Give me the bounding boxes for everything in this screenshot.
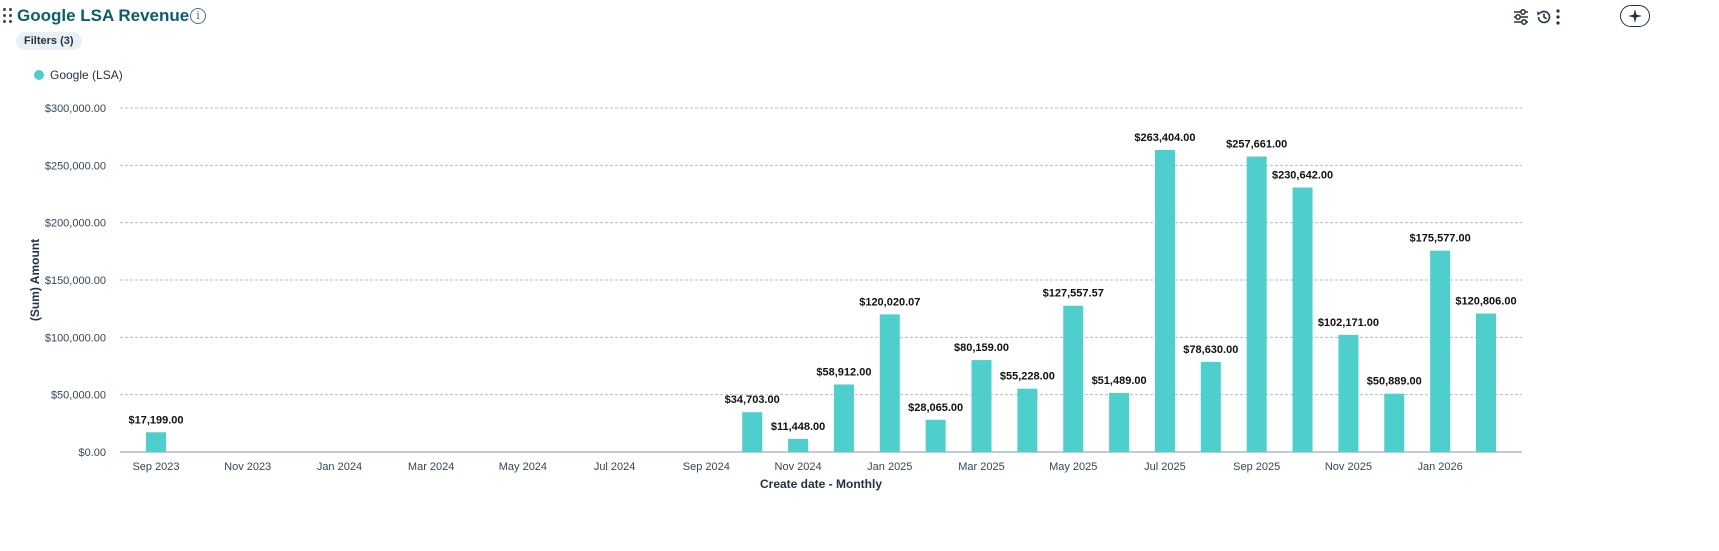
data-label: $50,889.00: [1367, 376, 1422, 388]
bar[interactable]: [1384, 393, 1405, 452]
data-label: $120,020.07: [859, 296, 920, 308]
bar[interactable]: [925, 419, 946, 452]
data-label: $78,630.00: [1183, 344, 1238, 356]
y-tick-label: $150,000.00: [45, 275, 106, 287]
data-label: $51,489.00: [1092, 375, 1147, 387]
x-tick-label: Jan 2026: [1418, 461, 1463, 473]
bar[interactable]: [879, 314, 900, 452]
ai-assist-button[interactable]: [1620, 5, 1650, 27]
y-tick-label: $200,000.00: [45, 218, 106, 230]
bar[interactable]: [971, 360, 992, 452]
bar[interactable]: [833, 384, 854, 452]
bar[interactable]: [1154, 149, 1175, 452]
x-tick-label: Jul 2024: [594, 461, 636, 473]
data-label: $28,065.00: [908, 402, 963, 414]
info-icon[interactable]: i: [190, 8, 206, 24]
bar[interactable]: [1109, 392, 1130, 452]
x-tick-label: Sep 2025: [1233, 461, 1280, 473]
bar[interactable]: [1200, 361, 1221, 452]
x-tick-label: Jan 2024: [317, 461, 362, 473]
bar[interactable]: [1430, 250, 1451, 452]
history-icon[interactable]: [1535, 8, 1553, 26]
x-tick-label: Sep 2023: [132, 461, 179, 473]
data-label: $127,557.57: [1043, 288, 1104, 300]
y-tick-label: $0.00: [78, 447, 106, 459]
data-label: $120,806.00: [1455, 295, 1516, 307]
bar[interactable]: [742, 412, 763, 452]
bar[interactable]: [1338, 334, 1359, 452]
chart-legend[interactable]: Google (LSA): [34, 68, 123, 82]
y-axis-title: (Sum) Amount: [28, 239, 42, 321]
bar[interactable]: [788, 438, 809, 452]
x-tick-label: Jan 2025: [867, 461, 912, 473]
bar[interactable]: [1246, 156, 1267, 453]
x-tick-label: May 2024: [499, 461, 547, 473]
sparkle-icon: [1628, 9, 1642, 23]
bar[interactable]: [1476, 313, 1496, 452]
bar[interactable]: [146, 432, 166, 452]
data-label: $11,448.00: [771, 421, 825, 433]
data-label: $58,912.00: [816, 366, 871, 378]
legend-label: Google (LSA): [50, 68, 123, 82]
data-label: $263,404.00: [1134, 132, 1195, 144]
data-label: $175,577.00: [1410, 233, 1471, 245]
x-tick-label: May 2025: [1049, 461, 1097, 473]
more-vertical-icon[interactable]: [1553, 8, 1563, 26]
x-tick-label: Nov 2024: [775, 461, 822, 473]
data-label: $17,199.00: [128, 414, 183, 426]
x-axis-title: Create date - Monthly: [760, 477, 882, 491]
data-label: $230,642.00: [1272, 170, 1333, 182]
x-tick-label: Mar 2025: [958, 461, 1004, 473]
legend-swatch: [34, 70, 44, 80]
x-tick-label: Jul 2025: [1144, 461, 1186, 473]
data-label: $80,159.00: [954, 342, 1009, 354]
bar[interactable]: [1063, 305, 1084, 452]
y-tick-label: $300,000.00: [45, 103, 106, 115]
data-label: $102,171.00: [1318, 317, 1379, 329]
x-tick-label: Nov 2025: [1325, 461, 1372, 473]
y-tick-label: $250,000.00: [45, 160, 106, 172]
bar[interactable]: [1292, 187, 1313, 452]
x-tick-label: Mar 2024: [408, 461, 454, 473]
data-label: $55,228.00: [1000, 371, 1055, 383]
sliders-icon[interactable]: [1512, 8, 1530, 26]
data-label: $257,661.00: [1226, 139, 1287, 151]
y-tick-label: $100,000.00: [45, 332, 106, 344]
filters-button[interactable]: Filters (3): [16, 32, 82, 50]
page-title: Google LSA Revenue: [17, 6, 190, 25]
y-tick-label: $50,000.00: [51, 390, 106, 402]
x-tick-label: Nov 2023: [224, 461, 271, 473]
x-tick-label: Sep 2024: [683, 461, 730, 473]
drag-handle-icon[interactable]: [2, 6, 14, 24]
bar[interactable]: [1017, 388, 1038, 452]
report-header: Google LSA Revenue i: [0, 0, 1719, 34]
data-label: $34,703.00: [725, 394, 780, 406]
